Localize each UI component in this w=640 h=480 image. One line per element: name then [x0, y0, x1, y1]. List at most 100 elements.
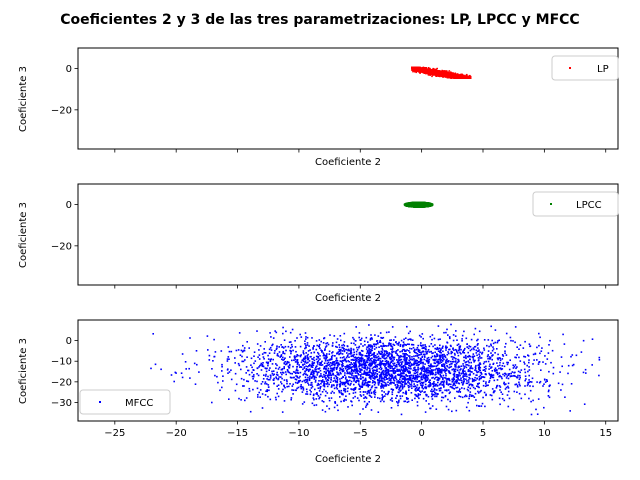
data-point-lp — [418, 66, 420, 69]
data-point-lp — [458, 75, 460, 78]
data-point-lp — [448, 74, 450, 77]
data-point-lp — [468, 77, 470, 79]
data-point-lp — [414, 66, 417, 69]
data-point-lp — [437, 72, 440, 74]
data-point-lp — [460, 77, 462, 79]
data-point-lp — [463, 75, 466, 78]
data-point-lp — [434, 70, 437, 72]
data-point-lp — [429, 72, 432, 74]
data-point-lp — [417, 66, 419, 69]
data-point-lp — [456, 76, 459, 78]
data-point-lp — [412, 66, 414, 69]
data-point-lp — [431, 75, 433, 78]
data-point-lp — [425, 67, 428, 69]
data-point-lp — [450, 75, 452, 77]
data-point-lp — [441, 70, 444, 72]
data-point-lp — [414, 69, 417, 71]
data-point-lp — [459, 75, 461, 78]
legend-label-lp: LP — [597, 64, 609, 75]
data-point-lp — [464, 76, 467, 79]
data-point-lp — [427, 67, 430, 69]
data-point-lp — [423, 67, 425, 69]
data-point-lp — [445, 73, 448, 76]
data-point-lp — [412, 70, 414, 73]
data-point-lp — [439, 70, 441, 73]
data-point-lp — [447, 72, 450, 74]
data-point-lp — [413, 67, 415, 70]
scatter-points-lp — [411, 66, 472, 79]
data-point-lp — [428, 70, 431, 73]
data-point-lp — [431, 73, 434, 75]
data-point-lp — [417, 69, 419, 71]
data-point-lp — [446, 75, 449, 77]
data-point-lp — [455, 76, 458, 78]
data-point-lp — [452, 75, 454, 78]
data-point-lp — [428, 68, 430, 71]
data-point-lp — [435, 68, 438, 70]
data-point-lp — [440, 73, 442, 76]
data-point-lp — [418, 69, 420, 71]
data-point-lp — [430, 69, 433, 71]
data-point-lp — [466, 76, 469, 79]
data-point-lp — [413, 68, 416, 71]
y-tick-label-lp: 0 — [66, 64, 72, 75]
data-point-lp — [450, 77, 453, 79]
data-point-lp — [447, 73, 450, 76]
data-point-lp — [468, 75, 470, 78]
data-point-lp — [425, 72, 427, 75]
data-point-lp — [419, 72, 421, 74]
data-point-lp — [424, 69, 427, 71]
legend-marker-lp — [569, 67, 571, 69]
data-point-lp — [415, 71, 418, 74]
panel-lpcc: Coeficiente 3 Coeficiente 2 0−20 LPCC — [18, 183, 619, 304]
data-point-lp — [458, 77, 461, 79]
data-point-lp — [414, 70, 416, 73]
data-point-lp — [427, 74, 430, 76]
data-point-lp — [441, 74, 443, 76]
data-point-lp — [450, 72, 453, 74]
data-point-lp — [440, 70, 443, 73]
data-point-lp — [426, 71, 429, 73]
data-point-lp — [454, 76, 456, 78]
data-point-lp — [461, 73, 463, 76]
data-point-lp — [425, 71, 427, 74]
data-point-lp — [438, 74, 440, 77]
data-point-lp — [415, 66, 418, 69]
data-point-lp — [435, 72, 437, 74]
data-point-lp — [458, 74, 461, 77]
data-point-lp — [446, 76, 449, 78]
y-tick-label-lp: −20 — [51, 105, 72, 116]
data-point-lp — [448, 76, 450, 79]
data-point-lp — [454, 72, 457, 75]
data-point-lp — [420, 68, 422, 70]
y-axis-label-lp: Coeficiente 3 — [18, 66, 29, 132]
axes-frame-lp — [77, 47, 619, 150]
data-point-lp — [437, 75, 440, 77]
scatter-points-lpcc — [403, 201, 434, 208]
data-point-lp — [420, 70, 422, 72]
data-point-lp — [416, 69, 418, 71]
data-point-lp — [465, 74, 468, 77]
x-axis-label-lpcc: Coeficiente 2 — [315, 293, 381, 304]
data-point-lp — [432, 67, 434, 70]
x-axis-label-lp: Coeficiente 2 — [315, 157, 381, 168]
data-point-lp — [427, 69, 430, 72]
data-point-lp — [435, 71, 437, 73]
figure-title: Coeficientes 2 y 3 de las tres parametri… — [60, 12, 579, 28]
data-point-lp — [468, 74, 471, 77]
panel-lp: Coeficiente 3 Coeficiente 2 0 −20 LP — [18, 47, 619, 168]
data-point-lp — [415, 67, 418, 70]
data-point-lp — [463, 74, 465, 77]
data-point-lp — [460, 74, 462, 76]
data-point-lp — [424, 67, 426, 70]
data-point-lp — [456, 77, 459, 79]
data-point-lp — [419, 67, 421, 69]
data-point-lp — [432, 69, 435, 72]
data-point-lp — [417, 68, 419, 70]
data-point-lp — [431, 69, 434, 72]
data-point-lp — [439, 73, 441, 75]
data-point-lp — [452, 73, 454, 76]
data-point-lp — [462, 77, 464, 79]
data-point-lp — [455, 74, 457, 76]
data-point-lp — [437, 70, 440, 73]
